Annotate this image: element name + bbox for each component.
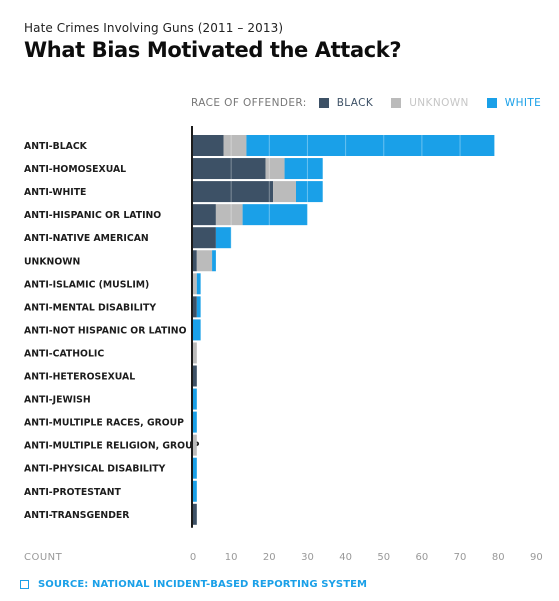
bar-anti-physical-disability-white	[193, 457, 197, 479]
square-outline-icon	[20, 580, 29, 589]
source-text: SOURCE: NATIONAL INCIDENT-BASED REPORTIN…	[38, 579, 368, 590]
bar-anti-transgender-black	[193, 503, 197, 525]
category-label-anti-catholic: ANTI-CATHOLIC	[24, 348, 104, 359]
bar-anti-islamic-muslim-unknown	[193, 273, 197, 295]
bar-anti-black-white	[246, 135, 495, 156]
legend-item-black: BLACK	[318, 97, 374, 109]
legend-swatch-unknown	[391, 98, 402, 108]
bar-anti-mental-disability-white	[196, 296, 201, 318]
bar-anti-catholic-unknown	[193, 342, 197, 364]
category-label-anti-hispanic-or-latino: ANTI-HISPANIC OR LATINO	[24, 210, 161, 221]
legend-label-black: BLACK	[336, 97, 374, 109]
legend-label-white: WHITE	[504, 97, 542, 109]
legend-title: RACE OF OFFENDER:	[191, 97, 307, 109]
legend-swatch-black	[318, 98, 329, 108]
x-tick-0: 0	[190, 552, 196, 563]
category-label-anti-mental-disability: ANTI-MENTAL DISABILITY	[24, 302, 156, 313]
category-label-anti-multiple-religion-group: ANTI-MULTIPLE RELIGION, GROUP	[24, 441, 200, 452]
category-label-anti-multiple-races-group: ANTI-MULTIPLE RACES, GROUP	[24, 418, 184, 429]
bar-unknown-unknown	[196, 250, 213, 272]
x-tick-20: 20	[263, 552, 276, 563]
bar-anti-black-black	[193, 135, 224, 156]
bar-anti-native-american-black	[193, 227, 216, 249]
category-label-anti-not-hispanic-or-latino: ANTI-NOT HISPANIC OR LATINO	[24, 325, 187, 336]
bar-anti-jewish-white	[193, 388, 197, 410]
chart-subtitle: Hate Crimes Involving Guns (2011 – 2013)	[24, 21, 284, 35]
bar-anti-multiple-races-group-white	[193, 411, 197, 433]
source-note[interactable]: SOURCE: NATIONAL INCIDENT-BASED REPORTIN…	[20, 579, 367, 590]
bar-anti-homosexual-white	[284, 158, 323, 180]
bar-unknown-white	[212, 250, 216, 272]
bar-anti-white-unknown	[273, 181, 297, 203]
bar-anti-homosexual-black	[193, 158, 266, 180]
x-tick-80: 80	[492, 552, 505, 563]
legend-label-unknown: UNKNOWN	[409, 97, 469, 109]
category-label-anti-islamic-muslim: ANTI-ISLAMIC (MUSLIM)	[24, 279, 149, 290]
x-axis-label: COUNT	[24, 552, 63, 563]
bar-anti-black-unknown	[223, 135, 247, 156]
bar-anti-protestant-white	[193, 480, 197, 502]
category-label-anti-jewish: ANTI-JEWISH	[24, 395, 91, 406]
bar-anti-homosexual-unknown	[265, 158, 285, 180]
bar-anti-multiple-religion-group-unknown	[193, 434, 197, 456]
legend-item-white: WHITE	[486, 97, 542, 109]
x-tick-50: 50	[377, 552, 390, 563]
x-tick-60: 60	[416, 552, 429, 563]
category-label-anti-protestant: ANTI-PROTESTANT	[24, 487, 121, 498]
category-label-anti-heterosexual: ANTI-HETEROSEXUAL	[24, 372, 135, 383]
category-label-anti-white: ANTI-WHITE	[24, 187, 86, 198]
chart-title: What Bias Motivated the Attack?	[24, 38, 402, 62]
x-tick-90: 90	[530, 552, 543, 563]
bar-anti-native-american-white	[215, 227, 232, 249]
category-label-unknown: UNKNOWN	[24, 256, 80, 267]
category-label-anti-transgender: ANTI-TRANSGENDER	[24, 510, 129, 521]
bar-anti-hispanic-or-latino-unknown	[215, 204, 243, 226]
bar-unknown-black	[193, 250, 197, 272]
category-label-anti-physical-disability: ANTI-PHYSICAL DISABILITY	[24, 464, 166, 475]
legend-item-unknown: UNKNOWN	[391, 97, 469, 109]
x-tick-10: 10	[225, 552, 238, 563]
category-label-anti-homosexual: ANTI-HOMOSEXUAL	[24, 164, 126, 175]
x-tick-70: 70	[454, 552, 467, 563]
bar-anti-mental-disability-black	[193, 296, 197, 318]
bar-anti-white-white	[296, 181, 323, 203]
bar-anti-hispanic-or-latino-black	[193, 204, 216, 226]
bar-anti-islamic-muslim-white	[196, 273, 201, 295]
bar-anti-hispanic-or-latino-white	[242, 204, 308, 226]
legend-swatch-white	[486, 98, 497, 108]
bar-anti-not-hispanic-or-latino-white	[193, 319, 201, 341]
x-tick-40: 40	[339, 552, 352, 563]
category-label-anti-black: ANTI-BLACK	[24, 141, 88, 152]
x-tick-30: 30	[301, 552, 314, 563]
category-label-anti-native-american: ANTI-NATIVE AMERICAN	[24, 233, 149, 244]
bar-anti-heterosexual-black	[193, 365, 197, 387]
bar-anti-white-black	[193, 181, 274, 203]
legend: RACE OF OFFENDER: BLACK UNKNOWN WHITE	[191, 97, 541, 109]
